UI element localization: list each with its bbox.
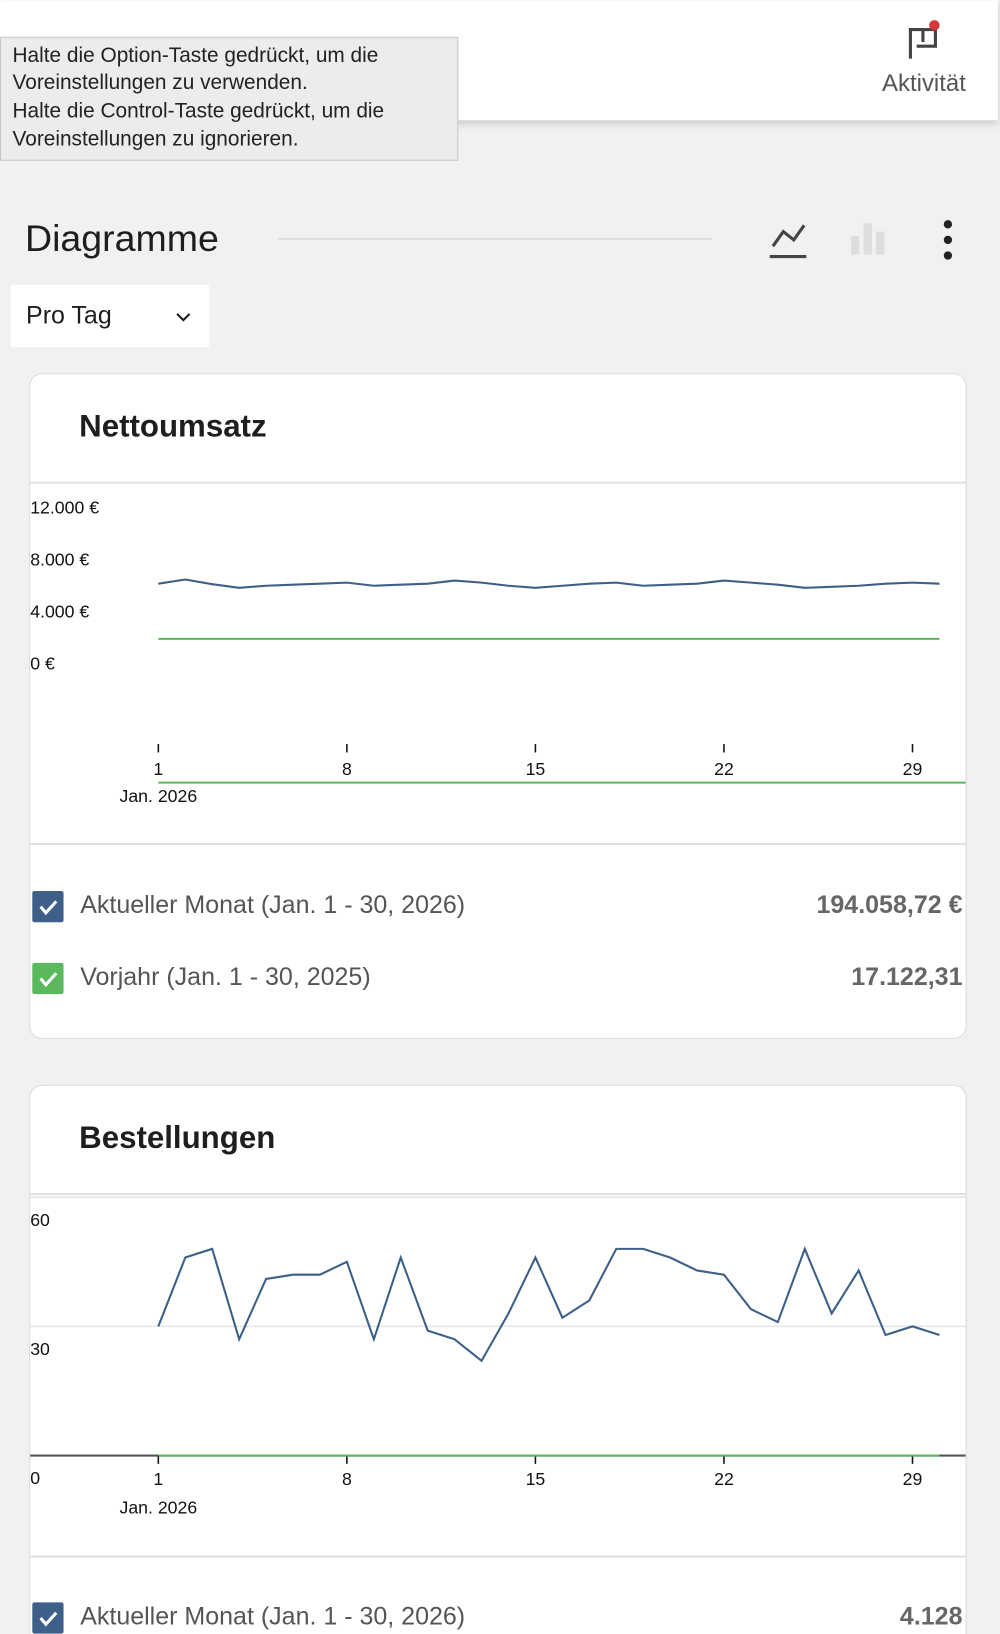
checkmark	[39, 1611, 58, 1627]
activity-button[interactable]: Aktivität	[882, 20, 966, 97]
y-tick-label: 60	[30, 1210, 50, 1230]
legend-item[interactable]: Vorjahr (Jan. 1 - 30, 2025) 17.122,31	[32, 962, 963, 995]
checkmark	[39, 900, 58, 916]
dot	[943, 235, 953, 245]
legend-item[interactable]: Aktueller Monat (Jan. 1 - 30, 2026) 194.0…	[32, 890, 963, 923]
checkmark	[39, 972, 58, 988]
x-tick-label: 1	[153, 759, 163, 779]
x-tick-label: 29	[903, 1469, 923, 1489]
legend-total: 194.058,72 €	[817, 891, 963, 919]
card-title: Nettoumsatz	[79, 409, 266, 444]
x-sublabel: Jan. 2026	[119, 786, 197, 806]
tooltip	[0, 36, 459, 161]
tooltip-line: Halte die Control-Taste gedrückt, um die	[13, 99, 385, 122]
legend-label: Aktueller Monat (Jan. 1 - 30, 2026)	[80, 1603, 465, 1631]
line-icon	[771, 224, 806, 248]
legend-label: Vorjahr (Jan. 1 - 30, 2025)	[80, 963, 370, 991]
checkbox	[32, 962, 64, 995]
x-tick-label: 8	[342, 1469, 352, 1489]
x-tick-label: 22	[714, 1469, 734, 1489]
x-tick-label: 15	[526, 759, 546, 779]
legend-total: 17.122,31	[851, 963, 962, 991]
notification-dot	[929, 20, 940, 31]
y-tick-label: 4.000 €	[30, 602, 89, 622]
dot	[943, 220, 953, 229]
bar-chart-toggle[interactable]	[851, 223, 885, 255]
section-title: Diagramme	[25, 217, 219, 259]
checkbox	[32, 890, 64, 923]
card-title: Bestellungen	[79, 1120, 275, 1155]
interval-select[interactable]: Pro Tag	[10, 284, 210, 348]
y-tick-label: 0 €	[30, 654, 55, 674]
legend-label: Aktueller Monat (Jan. 1 - 30, 2026)	[80, 891, 465, 919]
line-chart-toggle[interactable]	[769, 224, 807, 259]
y-tick-label: 12.000 €	[30, 497, 99, 517]
tooltip-line: Halte die Option-Taste gedrückt, um die	[13, 44, 379, 67]
y-tick-label: 30	[30, 1339, 50, 1359]
tooltip-line: Voreinstellungen zu ignorieren.	[13, 127, 299, 150]
dot	[943, 251, 953, 260]
chevron	[176, 313, 191, 322]
x-tick-label: 29	[903, 759, 923, 779]
bar-icon	[876, 231, 885, 255]
series-line	[158, 578, 940, 589]
series-line	[157, 1246, 940, 1363]
bar-icon	[863, 223, 872, 255]
checkbox	[32, 1602, 64, 1634]
x-tick-label: 1	[153, 1469, 163, 1489]
select-value: Pro Tag	[26, 302, 112, 330]
card	[29, 1084, 967, 1634]
y-tick-label: 8.000 €	[30, 549, 89, 569]
x-tick-label: 15	[526, 1469, 546, 1489]
legend-total: 4.128	[900, 1603, 963, 1631]
more-menu[interactable]	[943, 220, 953, 260]
x-tick-label: 8	[342, 759, 352, 779]
bar-icon	[851, 235, 860, 255]
y-tick-label: 0	[30, 1468, 40, 1488]
card	[29, 373, 967, 1039]
legend-item[interactable]: Aktueller Monat (Jan. 1 - 30, 2026) 4.128	[32, 1602, 963, 1634]
x-sublabel: Jan. 2026	[119, 1497, 197, 1517]
tooltip-line: Voreinstellungen zu verwenden.	[13, 71, 308, 94]
activity-label: Aktivität	[882, 70, 966, 97]
select-box	[10, 284, 210, 348]
x-tick-label: 22	[714, 759, 734, 779]
